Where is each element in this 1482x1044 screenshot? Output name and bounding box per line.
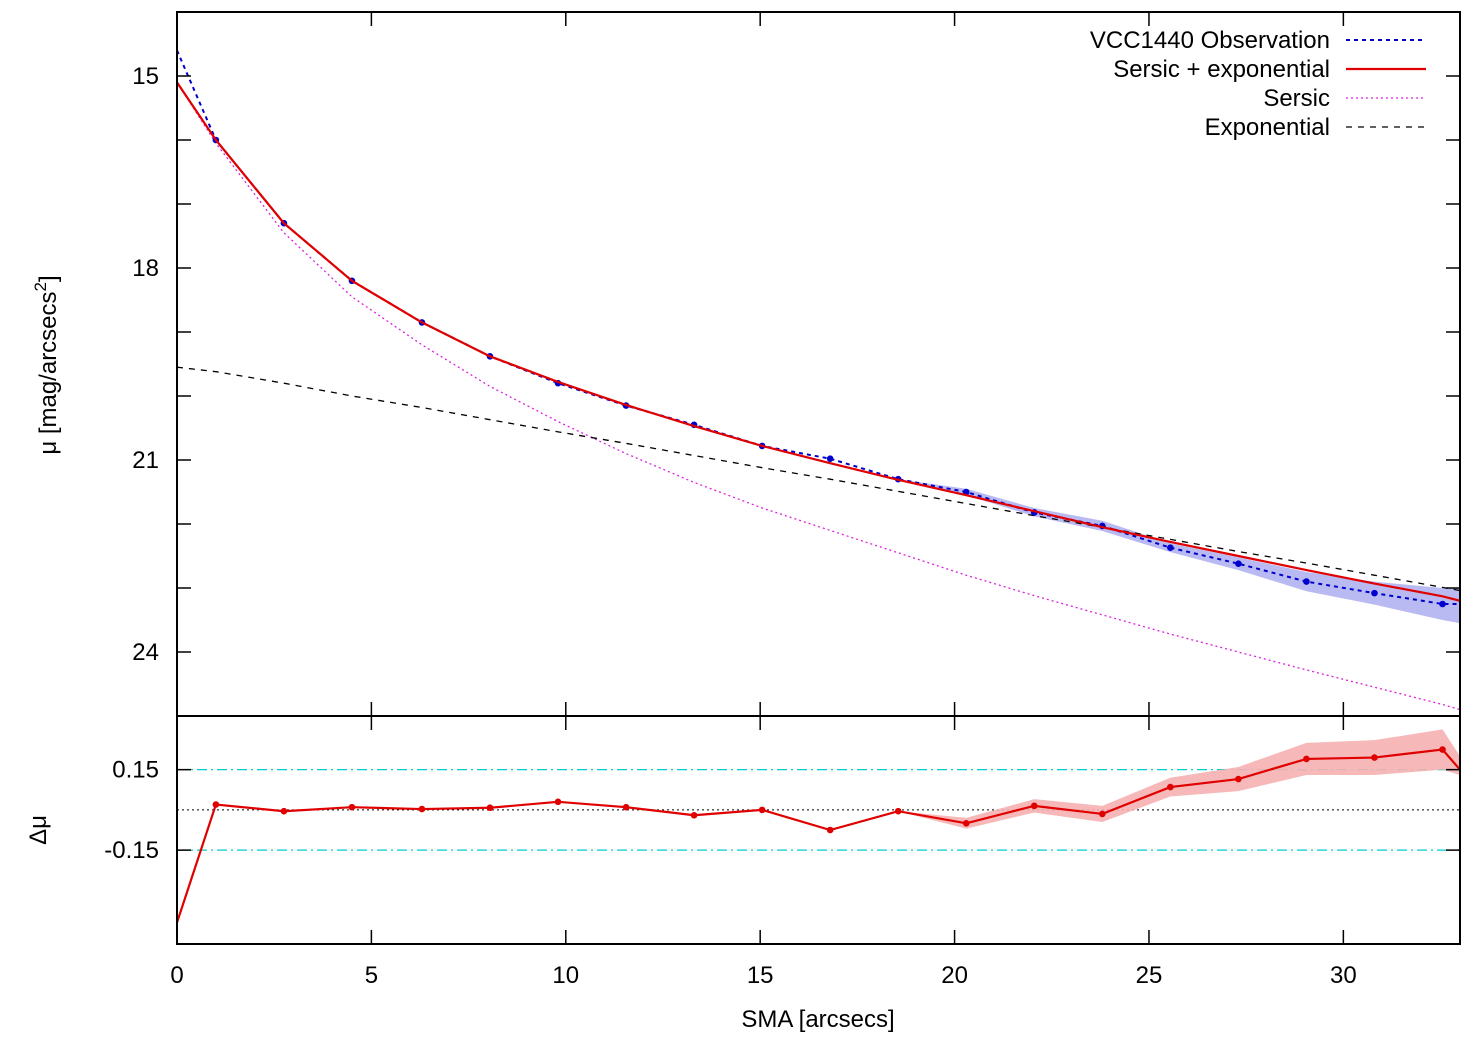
vcc1440-observation-point [826, 455, 834, 463]
residual-point [622, 803, 630, 811]
x-tick-label: 20 [941, 962, 968, 989]
residual-series-layer [177, 746, 1460, 923]
vcc1440-observation-point [1167, 544, 1174, 551]
residual-point [690, 811, 698, 819]
residual-point [1235, 775, 1242, 783]
residual-point [554, 798, 562, 806]
profile-series-layer [177, 50, 1460, 711]
residual-point [1099, 810, 1106, 818]
y-tick-label: 21 [132, 447, 159, 474]
residual-point [1303, 755, 1310, 763]
legend-label-vcc1440-observation: VCC1440 Observation [1090, 27, 1330, 54]
profile-y-axis-label: μ [mag/arcsecs2] [31, 275, 62, 454]
y-tick-label: 24 [132, 639, 159, 666]
residual-panel: 0.15 -0.15 0 5 10 15 20 25 30 Δμ SMA [arcsecs] [25, 716, 1460, 1033]
y-tick-label: 15 [132, 63, 159, 90]
residual-y-tick-label: -0.15 [104, 837, 159, 864]
vcc1440-observation-point [1371, 589, 1378, 597]
residual-point [1439, 746, 1446, 753]
x-tick-label: 0 [170, 962, 183, 989]
x-tick-label: 5 [365, 962, 378, 989]
residual-panel-frame [176, 715, 1461, 945]
x-tick-label: 25 [1136, 962, 1163, 989]
x-tick-label: 30 [1330, 962, 1357, 989]
sersic-exponential-line [177, 81, 1460, 602]
residual-point [212, 801, 220, 808]
profile-panel: 15 18 21 24 μ [mag/arcsecs2] VCC1440 Observ… [31, 11, 1460, 716]
legend-label-exponential: Exponential [1205, 114, 1330, 141]
residual-y-tick-label: 0.15 [112, 757, 159, 784]
residual-point [418, 805, 426, 813]
x-tick-label: 15 [747, 962, 774, 989]
residual-y-axis-label: Δμ [25, 815, 52, 845]
exponential-line [177, 366, 1460, 592]
sersic-line [177, 82, 1460, 711]
legend-label-sersic: Sersic [1263, 85, 1330, 112]
residual-point [962, 819, 970, 827]
vcc1440-observation-point [1235, 560, 1242, 567]
residual-point [280, 807, 288, 815]
residual-point [826, 826, 834, 834]
vcc1440-observation-point [1439, 600, 1446, 608]
residual-point [894, 807, 902, 815]
residual-point [348, 803, 356, 811]
vcc1440-observation-point [1303, 578, 1310, 585]
y-tick-label: 18 [132, 255, 159, 282]
vcc1440-observation-point [962, 488, 970, 496]
x-axis-label: SMA [arcsecs] [741, 1006, 894, 1033]
residual-error-band-layer [177, 729, 1460, 923]
x-tick-label: 10 [552, 962, 579, 989]
plot-frames [176, 11, 1461, 945]
residual-point [1371, 754, 1378, 761]
profile-axis-ticks: 15 18 21 24 [132, 11, 1460, 716]
residual-point [758, 806, 766, 814]
legend-label-sersic-exponential: Sersic + exponential [1113, 56, 1330, 83]
residual-point [1030, 802, 1038, 810]
residual-axis-ticks: 0.15 -0.15 0 5 10 15 20 25 30 [104, 716, 1460, 989]
residual-error-band [177, 729, 1460, 923]
residual-point [486, 804, 494, 812]
residual-point [1167, 783, 1174, 791]
